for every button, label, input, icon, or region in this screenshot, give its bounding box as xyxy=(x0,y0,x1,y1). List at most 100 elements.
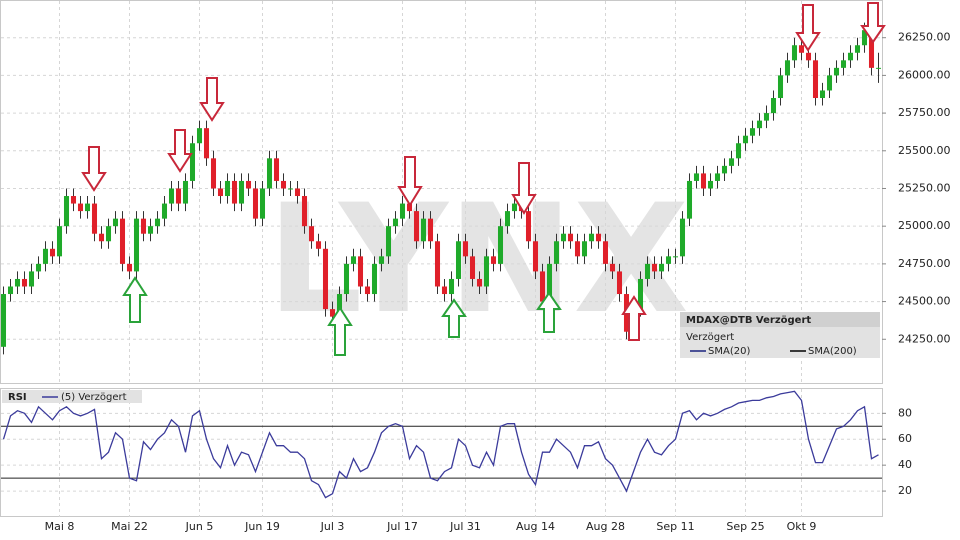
candle-body xyxy=(553,241,560,264)
y-tick-label: 24250.00 xyxy=(898,332,951,345)
candle-body xyxy=(252,188,259,219)
rsi-legend-box xyxy=(2,390,142,403)
candle-body xyxy=(273,158,280,181)
x-tick-label: Mai 22 xyxy=(111,520,148,533)
candle-body xyxy=(175,188,182,204)
candle-body xyxy=(581,241,588,257)
candle-body xyxy=(665,256,672,264)
candle-body xyxy=(224,180,231,197)
x-tick-label: Jun 5 xyxy=(185,520,214,533)
candle-body xyxy=(161,203,168,219)
y-tick-label: 20 xyxy=(898,484,912,497)
candle-body xyxy=(651,263,658,272)
x-tick-label: Mai 8 xyxy=(45,520,75,533)
annotation-arrows xyxy=(81,2,886,356)
candle-body xyxy=(714,173,721,181)
candle-body xyxy=(378,256,385,264)
candle-body xyxy=(168,188,175,204)
rsi-legend-label: (5) Verzögert xyxy=(61,392,127,403)
candle-body xyxy=(476,278,483,287)
candle-body xyxy=(371,263,378,295)
candle-body xyxy=(462,241,469,257)
legend-header xyxy=(680,312,880,327)
buy-arrow xyxy=(441,298,467,338)
candle-body xyxy=(798,45,805,53)
candle-body xyxy=(147,226,154,234)
candle-body xyxy=(721,165,728,174)
candle-body xyxy=(14,278,21,287)
candle-body xyxy=(658,263,665,272)
candle-body xyxy=(210,158,217,189)
candle-body xyxy=(399,203,406,219)
candle-body xyxy=(7,286,14,295)
y-tick-label: 24500.00 xyxy=(898,295,951,308)
candle-body xyxy=(756,120,763,129)
candle-body xyxy=(868,30,875,68)
candle-body xyxy=(847,52,854,61)
candle-body xyxy=(189,143,196,181)
candle-body xyxy=(21,278,28,287)
candle-body xyxy=(63,196,70,227)
y-tick-label: 40 xyxy=(898,458,912,471)
candle-body xyxy=(301,196,308,227)
candle-body xyxy=(294,188,301,197)
rsi-panel xyxy=(0,388,883,517)
candle-body xyxy=(70,196,77,204)
x-tick-label: Okt 9 xyxy=(787,520,817,533)
candle-body xyxy=(539,271,546,302)
legend: MDAX@DTB Verzögert Verzögert SMA(20) SMA(… xyxy=(680,312,880,358)
candle-body xyxy=(392,218,399,227)
candle-body xyxy=(735,143,742,159)
candle-body xyxy=(336,294,343,317)
candle-body xyxy=(126,263,133,272)
candle-body xyxy=(686,180,693,219)
candle-body xyxy=(112,218,119,227)
y-tick-label: 25500.00 xyxy=(898,144,951,157)
candle-body xyxy=(560,233,567,242)
candle-body xyxy=(588,233,595,242)
candle-body xyxy=(140,218,147,234)
y-tick-label: 25250.00 xyxy=(898,181,951,194)
candle-body xyxy=(119,218,126,264)
candle-body xyxy=(609,263,616,272)
candle-body xyxy=(728,158,735,166)
candle-body xyxy=(154,218,161,227)
candle-body xyxy=(350,256,357,264)
sell-arrow xyxy=(397,156,423,207)
candle-body xyxy=(791,45,798,61)
candle-body xyxy=(854,45,861,53)
candle-body xyxy=(105,226,112,242)
y-tick-label: 80 xyxy=(898,406,912,419)
x-tick-label: Jul 31 xyxy=(449,520,481,533)
candle-body xyxy=(742,135,749,144)
candle-body xyxy=(49,248,56,257)
candle-body xyxy=(777,75,784,99)
x-tick-label: Aug 14 xyxy=(516,520,555,533)
x-tick-label: Aug 28 xyxy=(586,520,625,533)
sell-arrow xyxy=(199,77,225,122)
candle-body xyxy=(427,218,434,242)
candle-body xyxy=(490,256,497,264)
candle-body xyxy=(595,233,602,242)
candle-body xyxy=(238,180,245,204)
rsi-line xyxy=(2,390,879,499)
candle-body xyxy=(497,226,504,264)
candle-body xyxy=(749,128,756,136)
buy-arrow xyxy=(327,306,353,356)
sell-arrow xyxy=(795,4,821,52)
candle-body xyxy=(679,218,686,257)
candle-body xyxy=(700,173,707,189)
candle-body xyxy=(56,226,63,257)
candle-body xyxy=(182,180,189,204)
sell-arrow xyxy=(81,146,107,192)
candle-body xyxy=(203,128,210,159)
candle-body xyxy=(231,180,238,204)
y-tick-label: 26000.00 xyxy=(898,68,951,81)
sell-arrow xyxy=(511,162,537,215)
candle-body xyxy=(763,113,770,121)
buy-arrow xyxy=(122,276,148,323)
candle-body xyxy=(875,67,882,69)
candle-body xyxy=(833,67,840,76)
candle-body xyxy=(42,248,49,264)
